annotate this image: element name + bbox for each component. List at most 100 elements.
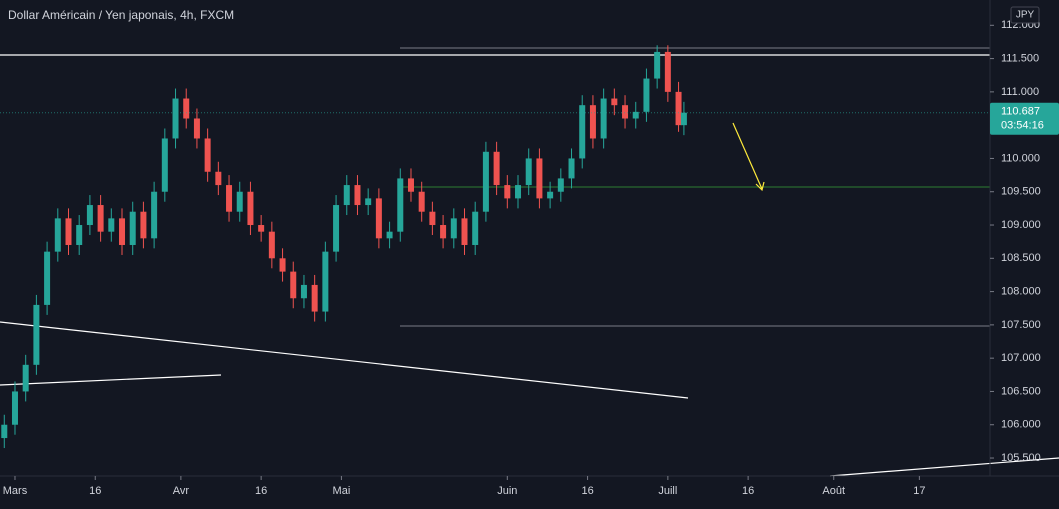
candle-body	[290, 271, 297, 299]
y-tick-label: 106.000	[1001, 419, 1041, 431]
candle-body	[22, 364, 29, 392]
x-tick-label: 16	[742, 485, 754, 497]
candle-body	[680, 112, 687, 126]
candle-body	[33, 304, 40, 365]
candle-body	[589, 105, 596, 139]
candle-body	[611, 98, 618, 106]
y-tick-label: 107.000	[1001, 352, 1041, 364]
candle-body	[600, 98, 607, 139]
x-tick-label: 16	[89, 485, 101, 497]
y-tick-label: 107.500	[1001, 319, 1041, 331]
x-tick-label: Août	[822, 485, 845, 497]
candle-body	[429, 211, 436, 226]
candle-body	[161, 138, 168, 192]
y-tick-label: 108.000	[1001, 285, 1041, 297]
candle-body	[525, 158, 532, 186]
candle-body	[11, 391, 18, 425]
x-tick-label: Mai	[333, 485, 351, 497]
candle-body	[675, 91, 682, 126]
candle-body	[183, 98, 190, 119]
candle-body	[579, 105, 586, 159]
candle-body	[129, 211, 136, 245]
candle-body	[258, 225, 265, 232]
candle-body	[204, 138, 211, 172]
x-tick-label: Avr	[173, 485, 190, 497]
candle-body	[1, 424, 8, 439]
x-tick-label: 17	[913, 485, 925, 497]
candle-body	[86, 205, 93, 226]
candle-body	[472, 211, 479, 245]
price-label: 110.687	[1001, 106, 1040, 118]
candle-body	[108, 218, 115, 232]
y-tick-label: 108.500	[1001, 252, 1041, 264]
candle-body	[375, 198, 382, 239]
y-tick-label: 111.000	[1001, 86, 1039, 98]
candle-body	[654, 51, 661, 79]
candle-body	[300, 284, 307, 299]
x-tick-label: Mars	[3, 485, 28, 497]
candle-body	[279, 258, 286, 272]
candle-body	[193, 118, 200, 139]
y-tick-label: 110.000	[1001, 152, 1040, 164]
candle-body	[504, 185, 511, 199]
trend-line	[0, 374, 222, 386]
candle-body	[343, 185, 350, 206]
y-tick-label: 111.500	[1001, 52, 1039, 64]
y-tick-label: 105.500	[1001, 452, 1041, 464]
arrow-head	[755, 181, 765, 192]
x-tick-label: 16	[581, 485, 593, 497]
price-label-box	[990, 102, 1059, 135]
candle-body	[632, 111, 639, 119]
candle-body	[493, 151, 500, 186]
candle-body	[482, 151, 489, 212]
candle-body	[119, 218, 126, 245]
candle-body	[418, 191, 425, 212]
candle-body	[215, 171, 222, 186]
candle-body	[643, 78, 650, 112]
candle-body	[76, 225, 83, 245]
candle-body	[557, 178, 564, 192]
chart-title: Dollar Américain / Yen japonais, 4h, FXC…	[8, 8, 234, 22]
candle-body	[311, 284, 318, 312]
candle-body	[354, 185, 361, 206]
candle-body	[536, 158, 543, 199]
y-tick-label: 106.500	[1001, 385, 1041, 397]
currency-box	[1010, 6, 1040, 24]
candle-body	[65, 218, 72, 245]
candle-body	[386, 231, 393, 239]
candle-body	[140, 211, 147, 239]
y-tick-label: 109.500	[1001, 186, 1041, 198]
candle-body	[322, 251, 329, 312]
x-tick-label: Juill	[658, 485, 677, 497]
countdown: 03:54:16	[1001, 120, 1044, 132]
currency: JPY	[1016, 10, 1035, 21]
candle-body	[151, 191, 158, 239]
candle-body	[664, 51, 671, 92]
candle-body	[226, 185, 233, 212]
x-tick-label: Juin	[497, 485, 517, 497]
candle-body	[568, 158, 575, 179]
candle-body	[333, 205, 340, 252]
candle-body	[515, 185, 522, 199]
candle-body	[54, 218, 61, 252]
candle-body	[247, 191, 254, 226]
plot	[0, 47, 1059, 477]
candle-body	[268, 231, 275, 259]
candle-body	[547, 191, 554, 199]
candle-body	[461, 218, 468, 245]
trend-line	[0, 321, 689, 399]
candle-body	[172, 98, 179, 139]
trend-line	[829, 457, 1059, 477]
y-tick-label: 109.000	[1001, 219, 1041, 231]
candle-body	[440, 225, 447, 239]
candle-body	[622, 105, 629, 119]
candle-body	[397, 178, 404, 232]
candle-body	[365, 198, 372, 206]
candle-body	[44, 251, 51, 305]
candle-body	[450, 218, 457, 239]
candle-body	[407, 178, 414, 192]
candle-body	[97, 205, 104, 232]
